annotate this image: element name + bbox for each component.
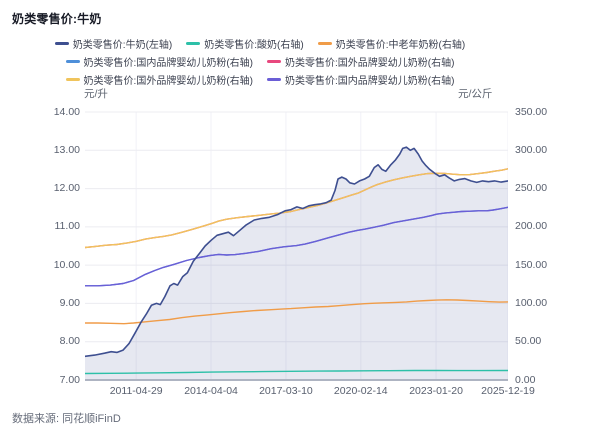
legend-item-domestic-infant-formula-purple[interactable]: 奶类零售价:国内品牌婴幼儿奶粉(右轴): [267, 72, 454, 87]
plot-area: [85, 111, 508, 381]
y-right-tick-label: 100.00: [515, 296, 548, 309]
right-axis-unit: 元/公斤: [458, 88, 493, 100]
legend-item-elderly-milk-powder[interactable]: 奶类零售价:中老年奶粉(右轴): [317, 36, 466, 51]
y-right-tick-label: 0.00: [515, 373, 536, 386]
left-axis-unit: 元/升: [84, 88, 108, 100]
legend-item-domestic-infant-formula-blue[interactable]: 奶类零售价:国内品牌婴幼儿奶粉(右轴): [65, 54, 253, 69]
milk-area-fill: [85, 147, 508, 380]
series-line-elderly-milk-powder: [85, 299, 508, 325]
y-left-tick-label: 10.00: [53, 258, 80, 271]
legend-marker-icon: [186, 42, 201, 45]
legend-marker-icon: [65, 78, 80, 81]
x-tick-label: 2025-12-19: [481, 385, 535, 397]
y-left-tick-label: 7.00: [59, 373, 80, 386]
legend-label: 奶类零售价:国内品牌婴幼儿奶粉(右轴): [285, 76, 455, 87]
chart-legend: 奶类零售价:牛奶(左轴) 奶类零售价:酸奶(右轴) 奶类零售价:中老年奶粉(右轴) 奶…: [30, 36, 490, 90]
legend-marker-icon: [267, 78, 281, 81]
y-left-tick-label: 12.00: [53, 182, 80, 195]
legend-label: 奶类零售价:国外品牌婴幼儿奶粉(右轴): [83, 76, 253, 87]
page-title: 奶类零售价:牛奶: [12, 12, 102, 26]
y-left-tick-label: 9.00: [59, 296, 80, 309]
legend-row: 奶类零售价:国外品牌婴幼儿奶粉(右轴) 奶类零售价:国内品牌婴幼儿奶粉(右轴): [30, 72, 490, 87]
legend-item-milk[interactable]: 奶类零售价:牛奶(左轴): [54, 36, 173, 51]
legend-label: 奶类零售价:国内品牌婴幼儿奶粉(右轴): [83, 58, 253, 69]
legend-item-yogurt[interactable]: 奶类零售价:酸奶(右轴): [186, 36, 304, 51]
x-tick-label: 2023-01-20: [409, 385, 463, 397]
legend-marker-icon: [267, 60, 281, 63]
y-left-tick-label: 11.00: [54, 220, 81, 233]
series-line-yogurt: [85, 369, 508, 375]
legend-row: 奶类零售价:牛奶(左轴) 奶类零售价:酸奶(右轴) 奶类零售价:中老年奶粉(右轴): [30, 36, 490, 51]
y-right-tick-label: 150.00: [515, 258, 548, 271]
legend-marker-icon: [54, 42, 69, 45]
data-source-note: 数据来源: 同花顺iFinD: [12, 413, 121, 425]
x-tick-label: 2011-04-29: [109, 385, 163, 397]
series-line-domestic-infant-formula-purple: [85, 206, 508, 287]
x-tick-label: 2020-02-14: [333, 385, 388, 397]
y-right-tick-label: 350.00: [515, 105, 548, 118]
y-right-tick-label: 250.00: [515, 182, 548, 195]
legend-item-foreign-infant-formula-pink[interactable]: 奶类零售价:国外品牌婴幼儿奶粉(右轴): [267, 54, 454, 69]
legend-label: 奶类零售价:中老年奶粉(右轴): [335, 40, 466, 51]
legend-row: 奶类零售价:国内品牌婴幼儿奶粉(右轴) 奶类零售价:国外品牌婴幼儿奶粉(右轴): [30, 54, 490, 69]
x-tick-label: 2014-04-04: [184, 385, 238, 397]
y-right-tick-label: 300.00: [515, 143, 548, 156]
legend-label: 奶类零售价:酸奶(右轴): [204, 40, 304, 51]
y-left-tick-label: 14.00: [53, 105, 80, 118]
y-left-tick-label: 13.00: [53, 143, 80, 156]
legend-item-foreign-infant-formula-yellow[interactable]: 奶类零售价:国外品牌婴幼儿奶粉(右轴): [65, 72, 253, 87]
legend-marker-icon: [317, 42, 332, 45]
series-line-milk: [85, 146, 508, 358]
y-right-tick-label: 50.00: [515, 335, 542, 348]
y-right-tick-label: 200.00: [515, 220, 548, 233]
x-tick-label: 2017-03-10: [259, 385, 313, 397]
legend-marker-icon: [65, 60, 80, 63]
series-line-foreign-infant-formula-yellow: [85, 168, 508, 249]
y-left-tick-label: 8.00: [59, 335, 80, 348]
legend-label: 奶类零售价:牛奶(左轴): [72, 40, 173, 51]
legend-label: 奶类零售价:国外品牌婴幼儿奶粉(右轴): [285, 58, 455, 69]
